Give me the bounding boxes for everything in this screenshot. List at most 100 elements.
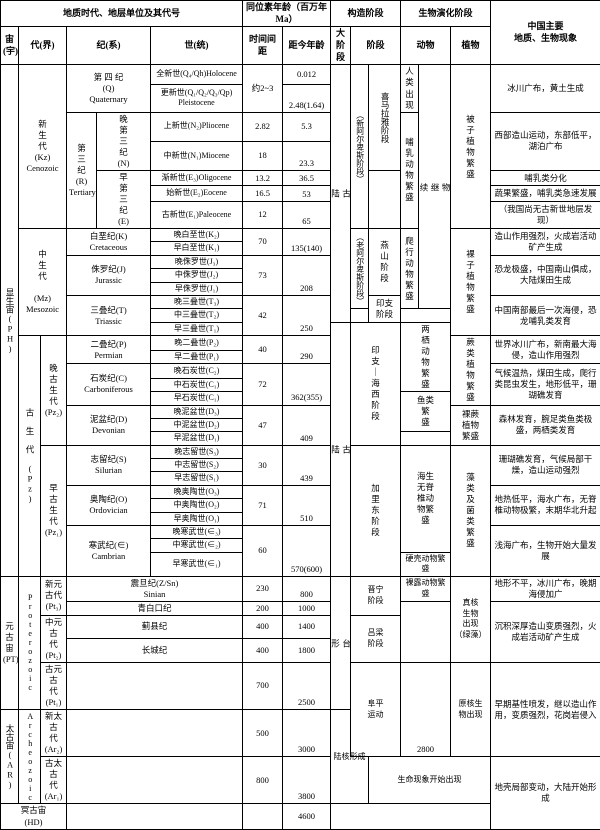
- age-p: 290: [283, 336, 331, 364]
- epoch-s1: 早志留世(S₁): [151, 472, 243, 485]
- bio-reptile: 爬 行 动 物 繁 盛: [401, 229, 419, 309]
- hdr-age: 同位素年龄（百万年 Ma）: [243, 1, 331, 27]
- age-e2: 53: [283, 186, 331, 201]
- epoch-o1: 早奥陶世(O₁): [151, 512, 243, 525]
- period-c: 石炭纪(C) Carboniferous: [67, 364, 151, 405]
- epoch-o2: 中奥陶世(O₂): [151, 499, 243, 512]
- hdr-china: 中国主要 地质、生物现象: [491, 1, 600, 65]
- period-s: 志留纪(S) Silurian: [67, 445, 151, 485]
- hdr-period: 纪(系): [67, 27, 151, 65]
- span-n2: 2.82: [243, 112, 283, 141]
- span-k: 70: [243, 229, 283, 256]
- period-z: 震旦纪(Z/Sn) Sinian: [67, 576, 243, 601]
- period-jx: 蓟县纪: [67, 615, 243, 639]
- period-cc: 长城纪: [67, 639, 243, 663]
- epoch-e1: 古新世(E₁)Paleocene: [151, 201, 243, 228]
- age-cam: 570(600): [283, 526, 331, 577]
- bio-angiosperm: 被 子 植 物 繁 盛: [451, 65, 491, 229]
- epoch-s2: 中志留世(S₂): [151, 459, 243, 472]
- bio-amphibian: 两 栖 动 物 繁 盛: [401, 322, 451, 391]
- epoch-k2: 晚白垩世(K₂): [151, 229, 243, 242]
- epoch-t1: 早三叠世(T₁): [151, 322, 243, 335]
- span-p: 40: [243, 336, 283, 364]
- tect-caledonia: 加 里 东 阶 段: [351, 445, 401, 576]
- age-t: 250: [283, 296, 331, 336]
- bio-fish: 鱼类 繁 盛: [401, 392, 451, 432]
- eon-pt: 元古宙 (PT): [1, 576, 19, 710]
- period-cam: 寒武纪(∈) Cambrian: [67, 526, 151, 577]
- ev-10: 气候温热，煤田生成，爬行类昆虫发生，地形低平，珊瑚礁发育: [491, 364, 600, 405]
- span-cam: 60: [243, 526, 283, 577]
- span-jx: 400: [243, 615, 283, 639]
- age-hd: 4600: [283, 804, 331, 829]
- age-ar1: 3800: [283, 757, 331, 804]
- tect-break: 联 合 古 陆 解 体: [331, 65, 351, 322]
- age-d: 409: [283, 405, 331, 445]
- ev-18: 地壳局部变动，大陆开始形成: [491, 757, 600, 829]
- geologic-time-table: 地质时代、地层单位及其代号 同位素年龄（百万年 Ma） 构造阶段 生物演化阶段 …: [0, 0, 600, 830]
- ev-13: 地热低平，海水广布，无脊椎动物极繁，末期华北升起: [491, 485, 600, 525]
- epoch-cam3: 晚寒武世(∈₃): [151, 526, 243, 539]
- tect-yanshan: 燕 山 阶 段: [369, 229, 401, 296]
- age-armid: 2800: [401, 662, 451, 756]
- epoch-p2: 晚二叠世(P₂): [151, 336, 243, 351]
- bio-invert-evo: 无 脊 椎 动 物 继 续 演 化 发 展: [419, 65, 451, 309]
- era-ar1: 古太古 代(Ar₁): [41, 757, 67, 804]
- epoch-j2: 中侏罗世(J₂): [151, 269, 243, 282]
- hdr-era: 代(界): [19, 27, 67, 65]
- archean-label: Archeozoic: [19, 710, 41, 804]
- epoch-p1: 早二叠世(P₁): [151, 350, 243, 363]
- era-pz1: 早 古 生 代 (Pz₁): [41, 445, 67, 576]
- bio-marine-invert: 海生 无脊 椎动 物繁 盛: [401, 445, 451, 552]
- era-pt3: 新元 古代 (Pt₃): [41, 576, 67, 615]
- ev-4: 蔬果繁盛，哺乳类急速发展: [491, 186, 600, 201]
- span-j: 73: [243, 255, 283, 295]
- span-q: 约2~3: [243, 65, 283, 112]
- epoch-q1: 更新世(Q₁/Q₂/Q₃/Qp) Pleistocene: [151, 84, 243, 112]
- epoch-t2: 中三叠世(T₂): [151, 309, 243, 322]
- tect-old-alps: （老阿尔卑斯阶段）: [351, 229, 369, 309]
- ev-3: 哺乳类分化: [491, 170, 600, 185]
- period-qbk: 青白口纪: [67, 601, 243, 615]
- span-n1: 18: [243, 141, 283, 170]
- age-ar2: 3000: [283, 710, 331, 757]
- age-e3: 36.5: [283, 170, 331, 185]
- proterozoic-label: Proterozoic: [19, 576, 41, 710]
- epoch-d1: 早泥盆世(D₁): [151, 432, 243, 445]
- epoch-cam2: 中寒武世(∈₂): [151, 539, 243, 552]
- epoch-t3: 晚三叠世(T₃): [151, 296, 243, 309]
- span-c: 72: [243, 364, 283, 405]
- eon-ph: 显生宙(PH): [1, 65, 19, 576]
- era-pz: 古 生 代 (Pz): [19, 336, 41, 576]
- span-pt1: 700: [243, 662, 283, 709]
- period-n: 晚 第 三 纪 (N): [97, 112, 151, 170]
- tect-luliang: 吕梁 阶段: [351, 615, 401, 662]
- era-pt1: 古元古 代(Pt₁): [41, 662, 67, 709]
- tect-jinning: 晋宁 阶段: [351, 576, 401, 615]
- epoch-c1: 中石炭世(C₁): [151, 378, 243, 391]
- tect-himalaya: 喜马拉雅阶段: [369, 65, 401, 170]
- bio-algae: 藻 类 及 菌 类 繁 盛: [451, 445, 491, 576]
- period-q: 第 四 纪 (Q) Quaternary: [67, 65, 151, 112]
- eon-ar: 太古宙(AR): [1, 710, 19, 804]
- span-t: 42: [243, 296, 283, 336]
- period-d: 泥盆纪(D) Devonian: [67, 405, 151, 445]
- tect-form: 联 合 古 陆 形 成: [331, 322, 351, 576]
- span-s: 30: [243, 445, 283, 485]
- epoch-q2: 全新世(Q₄/Qh)Holocene: [151, 65, 243, 84]
- span-e3: 13.2: [243, 170, 283, 185]
- epoch-d3: 晚泥盆世(D₃): [151, 405, 243, 418]
- period-k: 白垩纪(K) Cretaceous: [67, 229, 151, 256]
- span-z: 230: [243, 576, 283, 601]
- age-n1: 23.3: [283, 141, 331, 170]
- era-mz: 中 生 代 (Mz) Mesozoic: [19, 229, 67, 336]
- hdr-bio: 生物演化阶段: [401, 1, 491, 27]
- tect-alps: （新阿尔卑斯阶段）: [351, 65, 369, 229]
- ev-15: 地形不平，冰川广布，晚期海侵加广: [491, 576, 600, 601]
- hdr-animal: 动物: [401, 27, 451, 65]
- ev-6: 造山作用强烈，火成岩活动矿产生成: [491, 229, 600, 256]
- epoch-cam1: 早寒武世(∈₁): [151, 552, 243, 576]
- age-q2: 0.012: [283, 65, 331, 84]
- age-s: 439: [283, 445, 331, 485]
- period-p: 二叠纪(P) Permian: [67, 336, 151, 364]
